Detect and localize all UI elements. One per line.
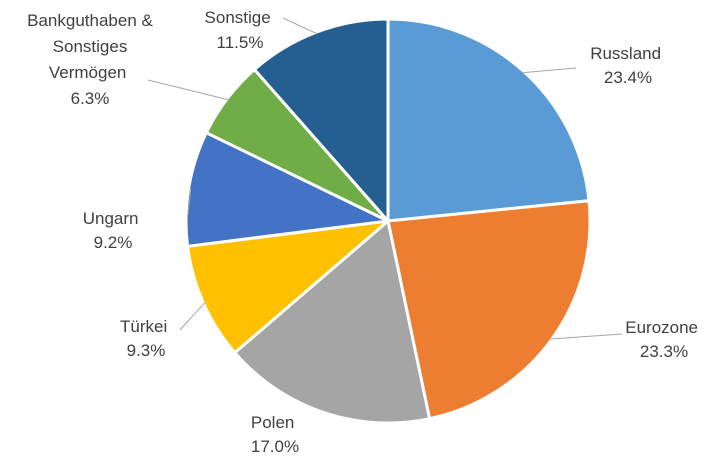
data-label-sonstige: Sonstige 11.5% [205,8,276,52]
leader-line [282,17,318,35]
pie-slices [184,17,592,425]
pie-slice-ungarn [184,131,390,248]
pie-slice-sonstige [252,17,390,223]
leader-lines [147,17,623,411]
leader-line [549,333,623,340]
data-label-tuerkei: Türkei 9.3% [120,317,172,360]
data-label-russland-name: Russland [590,44,661,63]
data-label-eurozone-name: Eurozone [625,318,698,337]
data-label-bankguthaben-name-line-3: Vermögen [49,63,127,82]
data-label-polen: Polen 17.0% [251,413,299,456]
data-label-eurozone: Eurozone 23.3% [625,318,703,361]
data-label-bankguthaben-value: 6.3% [71,89,110,108]
pie-slice-eurozone [386,199,592,421]
data-label-sonstige-value: 11.5% [217,33,264,52]
data-label-tuerkei-value: 9.3% [127,341,166,360]
data-label-bankguthaben: Bankguthaben & Sonstiges Vermögen 6.3% [27,11,153,108]
pie-slice-russland [386,17,591,223]
leader-line [522,67,577,74]
data-label-russland: Russland 23.4% [590,44,666,87]
data-label-tuerkei-name: Türkei [120,317,167,336]
data-label-bankguthaben-name: Bankguthaben & [27,11,153,30]
leader-line [147,79,229,101]
leader-line [317,403,325,411]
leader-line [179,301,206,331]
data-label-bankguthaben-name-line-2: Sonstiges [53,37,128,56]
leader-line [187,188,192,215]
data-label-ungarn: Ungarn 9.2% [83,209,144,252]
data-label-polen-value: 17.0% [251,437,299,456]
pie-slice-tuerkei [186,219,390,355]
data-label-russland-value: 23.4% [604,68,652,87]
data-label-ungarn-value: 9.2% [94,233,133,252]
pie-slice-polen [233,219,432,425]
data-label-ungarn-name: Ungarn [83,209,139,228]
data-label-sonstige-name: Sonstige [205,8,271,27]
data-label-eurozone-value: 23.3% [640,342,688,361]
data-label-polen-name: Polen [251,413,294,432]
